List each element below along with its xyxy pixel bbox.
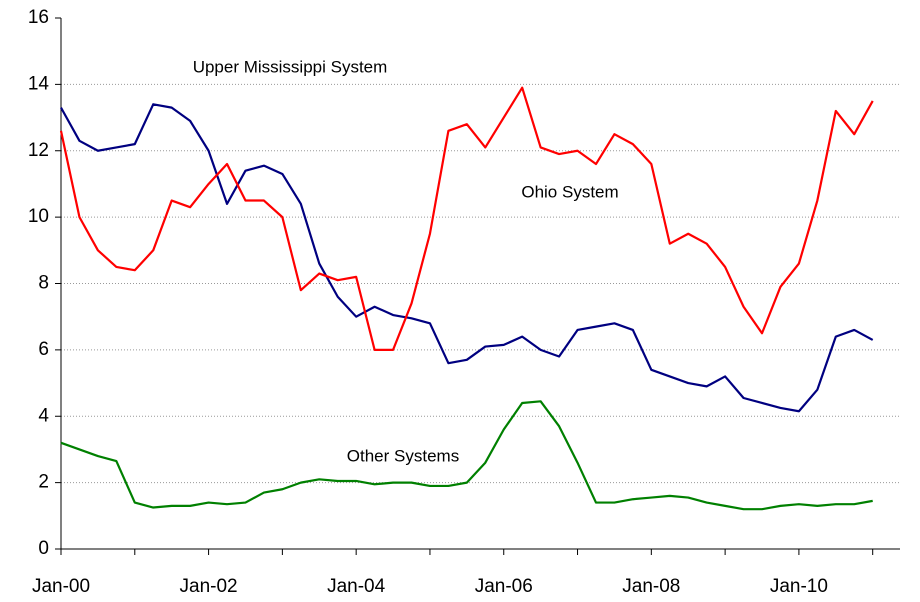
- x-tick-label: Jan-04: [327, 576, 386, 597]
- x-tick-label: Jan-10: [770, 576, 828, 597]
- y-tick-label: 8: [38, 273, 49, 294]
- y-tick-label: 4: [38, 405, 49, 426]
- y-tick-label: 10: [28, 206, 49, 227]
- y-tick-label: 2: [38, 472, 49, 493]
- series-line: [60, 400, 873, 511]
- series-label: Other Systems: [347, 446, 459, 465]
- series-line: [59, 86, 874, 351]
- series-label: Ohio System: [521, 182, 618, 201]
- x-tick-label: Jan-06: [475, 576, 533, 597]
- y-tick-label: 12: [28, 140, 49, 161]
- y-tick-label: 14: [28, 73, 50, 94]
- x-tick-label: Jan-02: [180, 576, 238, 597]
- y-tick-label: 0: [38, 538, 49, 559]
- y-tick-label: 6: [38, 339, 49, 360]
- y-tick-label: 16: [28, 7, 49, 28]
- x-tick-label: Jan-08: [622, 576, 680, 597]
- series-line: [60, 103, 874, 413]
- series-label: Upper Mississippi System: [193, 57, 388, 76]
- x-tick-label: Jan-00: [32, 576, 90, 597]
